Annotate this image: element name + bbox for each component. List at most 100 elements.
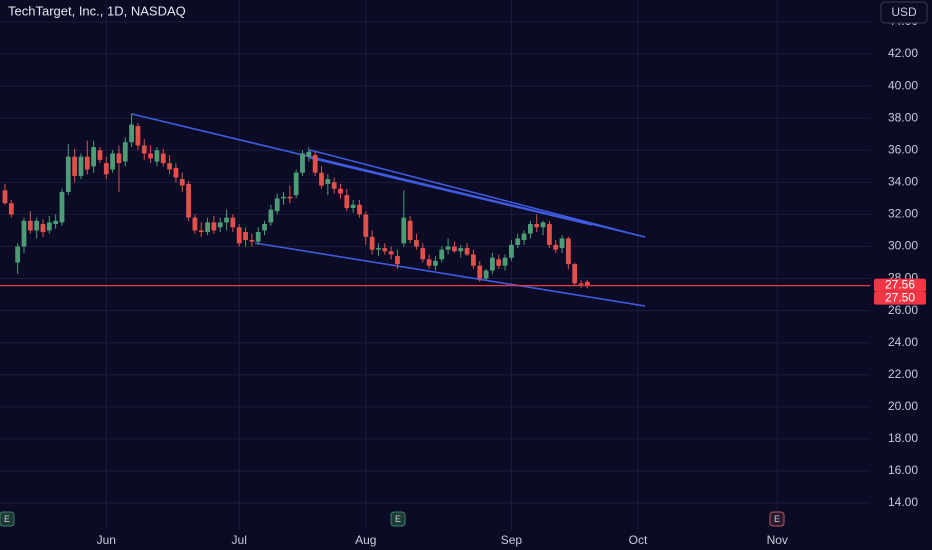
price-label: 27.56 <box>885 277 915 291</box>
candle-body <box>198 230 204 233</box>
candle-body <box>363 214 369 237</box>
candle-body <box>179 179 185 186</box>
candle-body <box>249 240 255 242</box>
candle-body <box>483 270 489 279</box>
candle-body <box>376 248 381 250</box>
candle-body <box>110 153 116 170</box>
candle-body <box>116 153 122 164</box>
candle-body <box>262 224 267 231</box>
candle-body <box>464 248 470 255</box>
candle-body <box>53 220 59 225</box>
candle-body <box>369 236 375 250</box>
candle-body <box>268 209 274 223</box>
candle-body <box>78 156 84 176</box>
trend-line <box>309 149 646 238</box>
candle-body <box>205 222 210 233</box>
candle-body <box>452 246 457 252</box>
candle-body <box>578 283 584 285</box>
candles <box>2 113 590 289</box>
candle-body <box>515 238 521 245</box>
candle-body <box>97 150 103 160</box>
y-tick-label: 32.00 <box>888 207 918 221</box>
candle-body <box>59 191 65 223</box>
y-tick-label: 24.00 <box>888 335 918 349</box>
candle-body <box>274 198 280 212</box>
price-label: 27.50 <box>885 290 915 304</box>
earnings-marker[interactable] <box>769 511 785 527</box>
x-tick-label: Jul <box>232 533 247 547</box>
candle-body <box>584 281 590 286</box>
y-tick-label: 18.00 <box>888 431 918 445</box>
candle-body <box>414 240 419 247</box>
candle-body <box>331 182 337 189</box>
candle-body <box>15 246 21 263</box>
candle-body <box>122 142 128 162</box>
earnings-label: E <box>774 514 780 524</box>
candle-body <box>154 150 160 162</box>
y-tick-label: 22.00 <box>888 367 918 381</box>
candle-body <box>395 256 400 265</box>
x-tick-label: Aug <box>355 533 376 547</box>
currency-label: USD <box>891 5 917 19</box>
earnings-marker[interactable] <box>390 511 406 527</box>
x-tick-label: Sep <box>501 533 523 547</box>
candle-body <box>281 196 286 199</box>
chart-title: TechTarget, Inc., 1D, NASDAQ <box>8 3 186 18</box>
candle-body <box>559 238 565 249</box>
candle-body <box>167 163 172 170</box>
candle-body <box>230 217 236 228</box>
candle-body <box>27 220 33 231</box>
trend-line <box>309 157 593 226</box>
x-tick-label: Nov <box>767 533 788 547</box>
price-label-box <box>874 278 926 292</box>
candle-body <box>382 248 388 252</box>
earnings-label: E <box>395 514 401 524</box>
candle-body <box>46 222 52 231</box>
candle-body <box>91 147 97 167</box>
candle-body <box>65 156 71 192</box>
x-tick-label: Jun <box>97 533 116 547</box>
candle-body <box>540 222 546 228</box>
candle-body <box>553 244 559 250</box>
candle-body <box>471 254 476 266</box>
candle-body <box>572 264 578 284</box>
candle-body <box>477 265 483 279</box>
y-tick-label: 36.00 <box>888 142 918 156</box>
y-tick-label: 20.00 <box>888 399 918 413</box>
candle-body <box>8 203 14 215</box>
candle-body <box>217 222 223 228</box>
candle-body <box>350 204 356 208</box>
candle-body <box>300 153 305 173</box>
candle-body <box>287 196 293 199</box>
candle-body <box>141 145 147 154</box>
candle-body <box>192 217 198 231</box>
y-tick-label: 16.00 <box>888 463 918 477</box>
candle-body <box>236 227 242 244</box>
x-tick-label: Oct <box>629 533 648 547</box>
y-tick-label: 34.00 <box>888 175 918 189</box>
candle-body <box>160 153 166 164</box>
candle-body <box>357 204 362 215</box>
candle-body <box>319 172 324 186</box>
earnings-marker[interactable] <box>0 511 15 527</box>
candle-body <box>173 167 179 178</box>
candle-body <box>344 195 350 208</box>
candle-body <box>103 163 109 175</box>
candle-body <box>439 249 445 260</box>
trend-lines <box>131 113 646 307</box>
y-tick-label: 38.00 <box>888 110 918 124</box>
currency-button[interactable] <box>880 1 928 24</box>
candle-body <box>433 260 438 266</box>
candle-body <box>40 224 46 233</box>
candle-body <box>338 188 343 194</box>
candle-body <box>72 156 78 176</box>
earnings-label: E <box>4 514 10 524</box>
candle-body <box>148 153 153 159</box>
candle-body <box>426 259 432 266</box>
candle-body <box>306 151 312 157</box>
candle-body <box>129 124 134 143</box>
y-tick-label: 14.00 <box>888 495 918 509</box>
candle-body <box>224 217 229 223</box>
overlay: 14.0016.0018.0020.0022.0024.0026.0028.00… <box>0 14 926 547</box>
